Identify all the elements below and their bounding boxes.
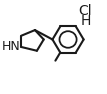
- Text: H: H: [81, 14, 91, 28]
- Text: HN: HN: [2, 40, 20, 53]
- Text: Cl: Cl: [78, 4, 91, 18]
